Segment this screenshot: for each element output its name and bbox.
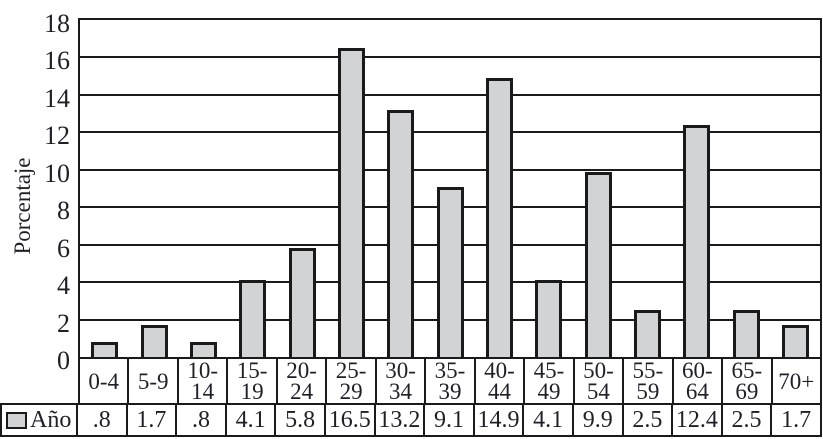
bar-30-34 [387, 109, 415, 357]
y-tick-label: 2 [57, 308, 70, 338]
bar-20-24 [288, 248, 316, 357]
x-category-label: 5-9 [129, 359, 179, 403]
bar-5-9 [140, 325, 168, 357]
y-tick-label: 8 [57, 196, 70, 226]
x-category-label: 30- 34 [377, 359, 427, 403]
series-label: Año [30, 406, 72, 433]
value-cell-5-9: 1.7 [128, 405, 178, 435]
bar-25-29 [337, 48, 365, 357]
y-tick-label: 12 [44, 121, 70, 151]
gridline [80, 168, 820, 171]
value-cell-10-14: .8 [177, 405, 227, 435]
value-cell-60-64: 12.4 [673, 405, 723, 435]
y-tick-label: 10 [44, 158, 70, 188]
x-category-label: 10- 14 [179, 359, 229, 403]
x-category-label: 35- 39 [426, 359, 476, 403]
plot-area [78, 18, 822, 359]
value-cell-25-29: 16.5 [326, 405, 376, 435]
bar-60-64 [683, 124, 711, 357]
value-cell-30-34: 13.2 [376, 405, 426, 435]
y-tick-label: 0 [57, 346, 70, 375]
x-category-label: 25- 29 [327, 359, 377, 403]
value-cell-40-44: 14.9 [475, 405, 525, 435]
bar-65-69 [732, 310, 760, 357]
value-cell-50-54: 9.9 [574, 405, 624, 435]
value-cell-20-24: 5.8 [276, 405, 326, 435]
bar-45-49 [535, 280, 563, 357]
value-cell-15-19: 4.1 [227, 405, 277, 435]
bar-35-39 [436, 186, 464, 357]
bar-10-14 [189, 342, 217, 357]
x-category-label: 65- 69 [723, 359, 773, 403]
value-cell-55-59: 2.5 [624, 405, 674, 435]
value-cell-0-4: .8 [78, 405, 128, 435]
gridline [80, 56, 820, 59]
x-category-label: 45- 49 [525, 359, 575, 403]
bar-15-19 [239, 280, 267, 357]
value-cell-35-39: 9.1 [425, 405, 475, 435]
value-cell-70+: 1.7 [781, 406, 812, 433]
bar-55-59 [633, 310, 661, 357]
bar-50-54 [584, 171, 612, 357]
value-cell-65-69: 2.5 [723, 405, 773, 435]
data-table-row: Año .8 1.7.8 4.1 5.8 16.5 13.2 9.1 14.9 4.1 9.9 2.… [0, 403, 822, 437]
x-category-label: 15- 19 [228, 359, 278, 403]
gridline [80, 93, 820, 96]
gridline [80, 131, 820, 134]
y-tick-label: 6 [57, 233, 70, 263]
y-tick-label: 16 [44, 46, 70, 76]
value-cell-45-49: 4.1 [524, 405, 574, 435]
bar-70+ [781, 325, 809, 357]
x-category-label: 50- 54 [575, 359, 625, 403]
x-category-label: 20- 24 [278, 359, 328, 403]
x-category-label: 40- 44 [476, 359, 526, 403]
x-category-label: 60- 64 [674, 359, 724, 403]
y-tick-label: 18 [44, 9, 70, 38]
y-tick-label: 14 [44, 83, 70, 113]
bar-0-4 [91, 342, 119, 357]
bar-40-44 [485, 78, 513, 357]
y-tick-label: 4 [57, 271, 70, 301]
x-category-label: 70+ [778, 368, 815, 394]
x-category-label: 0-4 [80, 359, 130, 403]
x-category-label: 55- 59 [624, 359, 674, 403]
legend-cell: Año [2, 405, 78, 435]
x-axis-category-row: 0-4 5-9 10- 14 15- 19 20- 24 25- 29 30- 34 35- 39 40- 4… [78, 359, 822, 403]
series-swatch-icon [6, 411, 27, 429]
